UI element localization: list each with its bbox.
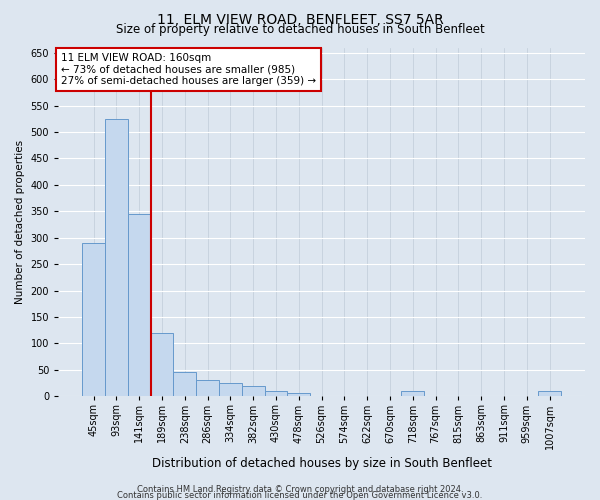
Bar: [265, 391, 287, 396]
Bar: [105, 119, 128, 396]
Bar: [219, 383, 242, 396]
Text: 11 ELM VIEW ROAD: 160sqm
← 73% of detached houses are smaller (985)
27% of semi-: 11 ELM VIEW ROAD: 160sqm ← 73% of detach…: [61, 52, 316, 86]
Text: Contains public sector information licensed under the Open Government Licence v3: Contains public sector information licen…: [118, 492, 482, 500]
Bar: [538, 391, 561, 396]
Text: 11, ELM VIEW ROAD, BENFLEET, SS7 5AR: 11, ELM VIEW ROAD, BENFLEET, SS7 5AR: [157, 12, 443, 26]
Bar: [151, 333, 173, 396]
Bar: [173, 372, 196, 396]
Bar: [128, 214, 151, 396]
Bar: [196, 380, 219, 396]
Bar: [287, 392, 310, 396]
Text: Size of property relative to detached houses in South Benfleet: Size of property relative to detached ho…: [116, 22, 484, 36]
Text: Contains HM Land Registry data © Crown copyright and database right 2024.: Contains HM Land Registry data © Crown c…: [137, 486, 463, 494]
Bar: [242, 386, 265, 396]
Bar: [401, 391, 424, 396]
X-axis label: Distribution of detached houses by size in South Benfleet: Distribution of detached houses by size …: [152, 457, 491, 470]
Bar: [82, 243, 105, 396]
Y-axis label: Number of detached properties: Number of detached properties: [15, 140, 25, 304]
